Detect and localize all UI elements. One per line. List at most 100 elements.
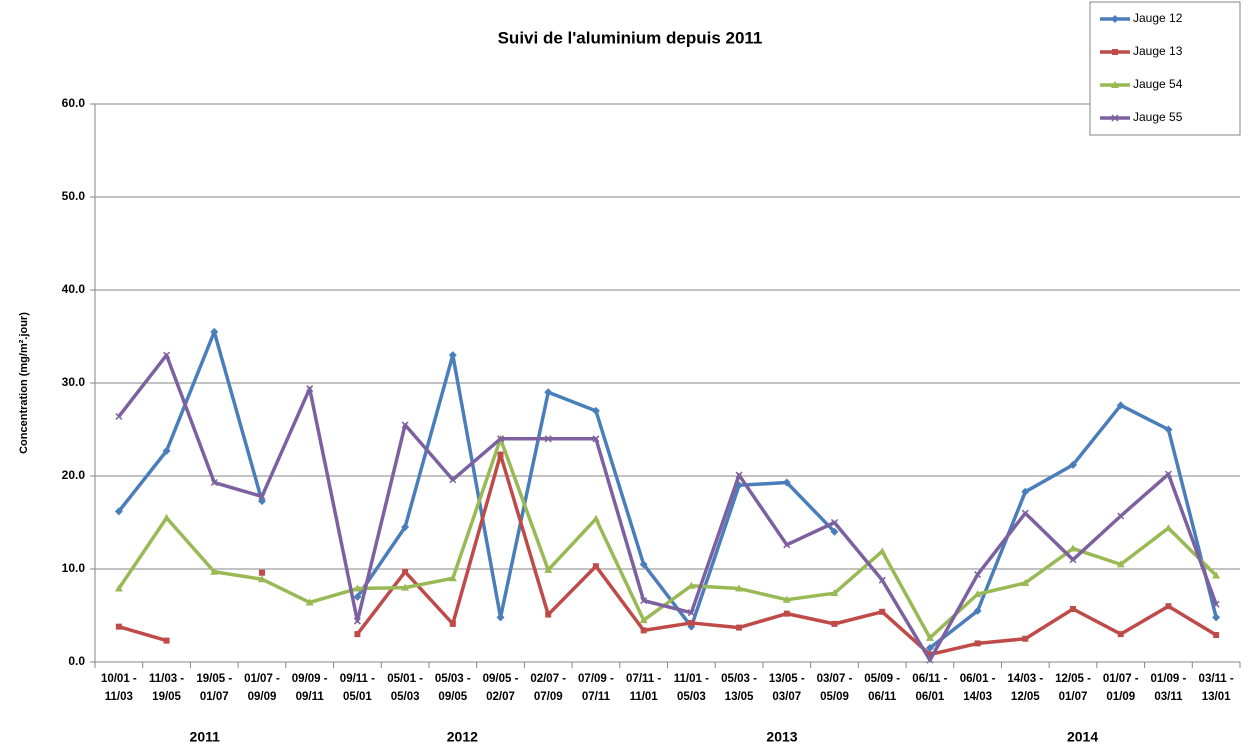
x-tick-label: 11/01 - [674, 673, 709, 685]
x-tick-label: 06/01 [916, 691, 945, 703]
x-tick-label: 19/05 - [196, 673, 232, 685]
marker [1069, 556, 1077, 564]
y-tick-label: 60.0 [62, 96, 86, 110]
marker [1022, 635, 1029, 642]
chart-title: Suivi de l'aluminium depuis 2011 [498, 28, 763, 47]
x-tick-label: 05/03 [677, 691, 706, 703]
marker [782, 478, 791, 487]
marker [114, 507, 123, 516]
marker [1069, 460, 1078, 469]
x-tick-label: 01/09 [1106, 691, 1135, 703]
marker [1165, 603, 1172, 610]
marker [591, 514, 600, 522]
marker [830, 518, 839, 527]
marker [735, 584, 744, 592]
series-line [118, 452, 1218, 657]
marker [449, 476, 457, 484]
x-tick-label: 07/11 - [626, 673, 661, 685]
x-tick-label: 09/05 [438, 691, 467, 703]
marker [974, 640, 981, 647]
marker [973, 590, 982, 598]
marker [592, 563, 599, 570]
x-tick-label: 05/03 [391, 691, 420, 703]
y-axis-label: Concentration (mg/m².jour) [18, 312, 30, 454]
marker [735, 471, 743, 479]
x-tick-label: 13/05 - [769, 673, 805, 685]
marker [687, 609, 695, 617]
marker [925, 644, 934, 653]
marker [639, 560, 648, 569]
x-tick-label: 05/09 [820, 691, 849, 703]
legend-label: Jauge 55 [1133, 110, 1183, 124]
marker [973, 606, 982, 615]
marker [496, 435, 505, 443]
year-label: 2013 [766, 729, 797, 745]
x-tick-label: 01/07 - [244, 673, 280, 685]
marker [688, 619, 695, 626]
marker [830, 589, 839, 597]
x-tick-label: 05/03 - [435, 673, 471, 685]
marker [354, 631, 361, 638]
marker [1117, 631, 1124, 638]
series-line [117, 330, 1218, 650]
x-tick-label: 14/03 - [1007, 673, 1043, 685]
x-tick-label: 07/11 [582, 691, 611, 703]
marker [783, 541, 791, 549]
marker [831, 620, 838, 627]
y-tick-label: 50.0 [62, 189, 86, 203]
marker [210, 478, 218, 487]
marker [830, 527, 839, 536]
marker [687, 581, 696, 589]
marker [448, 574, 457, 582]
x-tick-label: 07/09 [534, 691, 563, 703]
x-tick-label: 06/01 - [960, 673, 996, 685]
legend-marker [1111, 81, 1119, 88]
x-tick-label: 11/03 - [149, 673, 184, 685]
x-tick-label: 09/11 - [340, 673, 375, 685]
x-tick-label: 01/07 [1059, 691, 1088, 703]
marker [449, 620, 456, 627]
legend-marker [1112, 49, 1118, 55]
marker [544, 565, 553, 573]
x-tick-label: 13/01 [1202, 691, 1231, 703]
marker [401, 421, 409, 429]
x-tick-label: 01/07 - [1103, 673, 1139, 685]
x-tick-label: 11/01 [630, 691, 659, 703]
marker [544, 388, 553, 397]
marker [115, 623, 122, 630]
x-tick-label: 09/11 [296, 691, 325, 703]
marker [306, 385, 314, 393]
legend-box [1089, 1, 1241, 136]
marker [402, 568, 409, 575]
x-tick-label: 10/01 - [101, 673, 137, 685]
marker [545, 611, 552, 618]
x-tick-label: 02/07 - [530, 673, 566, 685]
x-tick-label: 14/03 [963, 691, 992, 703]
marker [640, 627, 647, 634]
marker [925, 633, 934, 641]
marker [1070, 605, 1077, 612]
x-tick-label: 05/09 - [864, 673, 900, 685]
x-tick-label: 05/01 - [387, 673, 423, 685]
x-tick-label: 01/09 - [1151, 673, 1187, 685]
y-tick-label: 30.0 [62, 375, 86, 389]
marker [258, 492, 266, 500]
marker [878, 576, 886, 584]
legend-label: Jauge 12 [1133, 11, 1183, 25]
legend-label: Jauge 54 [1133, 77, 1183, 91]
year-label: 2011 [190, 729, 221, 745]
marker [496, 613, 505, 622]
marker [1021, 487, 1030, 496]
year-label: 2012 [447, 729, 478, 745]
marker [401, 583, 410, 591]
marker [163, 351, 171, 359]
marker [1021, 578, 1030, 586]
legend-marker [1111, 114, 1119, 122]
x-tick-label: 02/07 [486, 691, 515, 703]
series-line [117, 353, 1218, 662]
marker [544, 435, 552, 443]
marker [783, 610, 790, 617]
x-tick-label: 05/01 [343, 691, 372, 703]
marker [1021, 509, 1029, 517]
